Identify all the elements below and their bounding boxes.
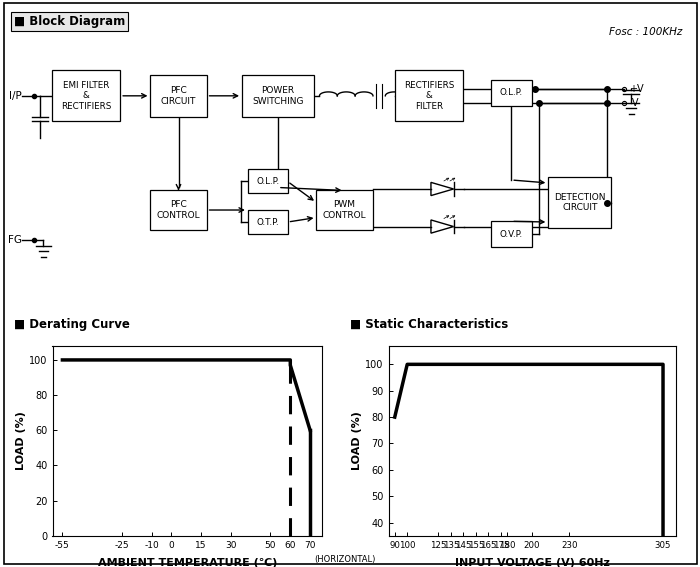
Bar (491, 80, 532, 105)
Text: PWM
CONTROL: PWM CONTROL (323, 200, 366, 220)
Text: -V: -V (629, 98, 638, 108)
Bar (52, 70, 120, 121)
Text: O.L.P.: O.L.P. (256, 177, 279, 186)
Bar (395, 70, 463, 121)
Text: PFC
CIRCUIT: PFC CIRCUIT (161, 86, 196, 105)
Text: +V: +V (629, 83, 644, 94)
Text: POWER
SWITCHING: POWER SWITCHING (252, 86, 304, 105)
Bar (150, 75, 206, 117)
Text: (HORIZONTAL): (HORIZONTAL) (314, 555, 375, 564)
Y-axis label: LOAD (%): LOAD (%) (17, 412, 27, 470)
Text: FG: FG (8, 235, 22, 245)
Text: RECTIFIERS
&
FILTER: RECTIFIERS & FILTER (404, 81, 454, 111)
Bar (248, 170, 288, 193)
Bar (242, 75, 314, 117)
Text: DETECTION
CIRCUIT: DETECTION CIRCUIT (554, 193, 606, 212)
Text: I/P: I/P (9, 91, 22, 101)
Text: PFC
CONTROL: PFC CONTROL (157, 200, 200, 220)
Text: ■ Derating Curve: ■ Derating Curve (14, 318, 130, 331)
Text: O.T.P.: O.T.P. (256, 218, 279, 227)
Text: O.L.P.: O.L.P. (500, 88, 523, 98)
Y-axis label: LOAD (%): LOAD (%) (353, 412, 363, 470)
Bar (316, 191, 372, 230)
Text: Fosc : 100KHz: Fosc : 100KHz (609, 27, 682, 37)
Bar (150, 191, 206, 230)
X-axis label: AMBIENT TEMPERATURE (℃): AMBIENT TEMPERATURE (℃) (97, 558, 277, 567)
Bar (548, 177, 611, 228)
X-axis label: INPUT VOLTAGE (V) 60Hz: INPUT VOLTAGE (V) 60Hz (454, 558, 610, 567)
Bar (248, 210, 288, 234)
Text: EMI FILTER
&
RECTIFIERS: EMI FILTER & RECTIFIERS (61, 81, 111, 111)
Text: O.V.P.: O.V.P. (500, 230, 523, 239)
Text: ■ Static Characteristics: ■ Static Characteristics (350, 318, 508, 331)
Text: ■ Block Diagram: ■ Block Diagram (14, 15, 125, 28)
Bar (491, 221, 532, 247)
